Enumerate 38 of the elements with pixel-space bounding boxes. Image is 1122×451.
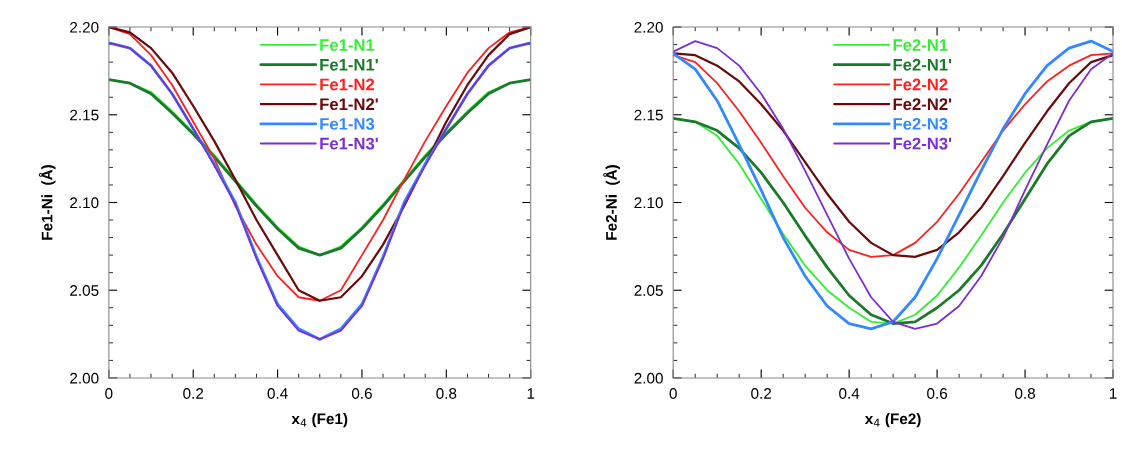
- y-axis-title: Fe1-Ni (Å): [38, 165, 56, 240]
- legend-label: Fe1-N1': [320, 59, 378, 71]
- x-tick-label: 0.4: [839, 388, 860, 399]
- legend-label: Fe2-N1': [893, 58, 952, 71]
- legend-label: Fe2-N3': [893, 137, 952, 150]
- legend-label: Fe1-N3': [320, 137, 378, 150]
- legend-label: Fe1-N2': [320, 98, 378, 111]
- x-axis-title: x$_{4}$ (Fe2): [864, 413, 921, 428]
- legend-label: Fe2-N1: [893, 39, 948, 51]
- x-tick-label: 0: [105, 388, 113, 399]
- legend-label: Fe1-N1: [320, 39, 375, 51]
- legend-label: Fe2-N2': [893, 98, 952, 111]
- legend-label: Fe2-N3: [893, 117, 948, 130]
- y-tick-label: 2.15: [634, 109, 663, 121]
- x-tick-label: 0.4: [267, 388, 288, 399]
- x-tick-label: 0.2: [183, 388, 204, 399]
- legend-label: Fe1-N3: [320, 117, 375, 130]
- x-tick-label: 0.2: [751, 388, 772, 399]
- y-tick-label: 2.10: [634, 197, 663, 209]
- x-tick-label: 0.6: [927, 388, 948, 399]
- y-tick-label: 2.00: [70, 372, 99, 384]
- y-axis-title: Fe2-Ni (Å): [603, 165, 620, 240]
- y-tick-label: 2.05: [634, 285, 663, 296]
- x-tick-label: 0.6: [351, 388, 372, 399]
- x-tick-label: 1: [1109, 388, 1117, 399]
- y-tick-label: 2.20: [70, 21, 99, 33]
- x-tick-label: 0.8: [436, 388, 457, 399]
- legend-label: Fe1-N2: [320, 78, 375, 91]
- x-axis-title: x$_{4}$ (Fe1): [291, 413, 348, 428]
- y-tick-label: 2.15: [70, 109, 99, 121]
- x-tick-label: 1: [527, 388, 535, 399]
- x-tick-label: 0: [669, 388, 677, 399]
- y-tick-label: 2.20: [634, 21, 663, 33]
- legend-label: Fe2-N2: [893, 78, 948, 91]
- y-tick-label: 2.00: [634, 372, 663, 384]
- y-tick-label: 2.10: [70, 197, 99, 209]
- y-tick-label: 2.05: [70, 285, 99, 296]
- x-tick-label: 0.8: [1015, 388, 1036, 399]
